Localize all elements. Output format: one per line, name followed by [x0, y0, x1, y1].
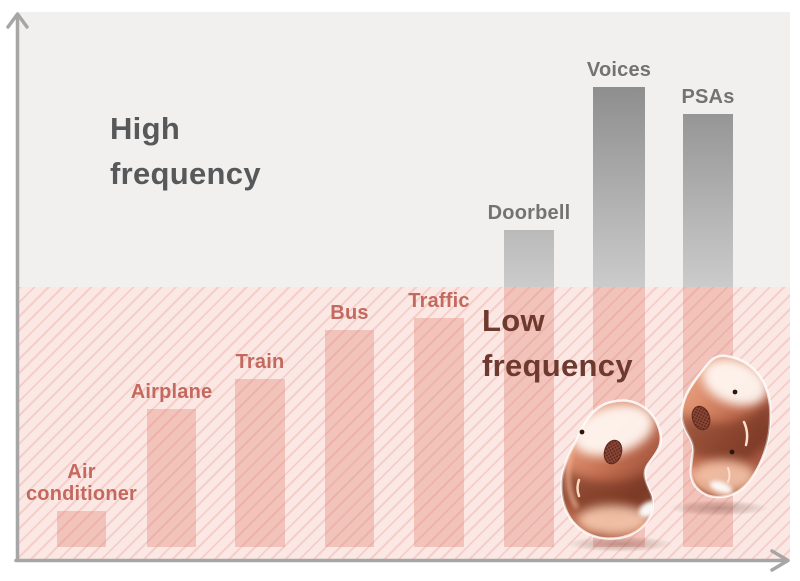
earbud-left: [560, 399, 663, 540]
earbud-left-sensor-dot: [579, 429, 585, 435]
low-frequency-line1: Low: [482, 303, 545, 338]
bar-traffic: [414, 318, 464, 547]
bar-train: [235, 379, 285, 547]
bar-label-train: Train: [235, 351, 285, 373]
bar-label-air-conditioner: Air conditioner: [25, 461, 138, 505]
low-frequency-line2: frequency: [482, 348, 633, 383]
high-frequency-label: High frequency: [110, 106, 261, 196]
low-zone-hatch-overlay: [19, 287, 790, 559]
bar-air-conditioner: [57, 511, 106, 547]
earbud-right-vent-bottom: [727, 467, 731, 483]
low-frequency-label: Low frequency: [482, 298, 633, 388]
high-frequency-line1: High: [110, 111, 181, 146]
bar-label-doorbell: Doorbell: [487, 202, 571, 224]
earbud-right: [680, 354, 772, 499]
bar-airplane: [147, 409, 196, 547]
earbuds-image: [560, 354, 772, 552]
high-frequency-line2: frequency: [110, 156, 261, 191]
bar-label-bus: Bus: [330, 302, 369, 324]
earbud-left-shadow: [566, 536, 674, 552]
earbud-right-sensor-dot-bottom: [729, 449, 735, 455]
earbud-right-vent-top: [742, 420, 749, 447]
bar-bus: [325, 330, 374, 547]
bar-label-psas: PSAs: [681, 86, 735, 108]
earbud-right-shadow: [669, 500, 769, 516]
earbud-left-vent: [576, 478, 581, 498]
bar-label-airplane: Airplane: [130, 381, 213, 403]
bar-label-traffic: Traffic: [408, 290, 470, 312]
earbud-left-grille: [603, 439, 623, 465]
earbud-right-sensor-dot-top: [732, 389, 738, 395]
earbud-right-grille: [691, 405, 711, 431]
bar-label-voices: Voices: [586, 59, 652, 81]
bar-doorbell: [504, 230, 554, 547]
